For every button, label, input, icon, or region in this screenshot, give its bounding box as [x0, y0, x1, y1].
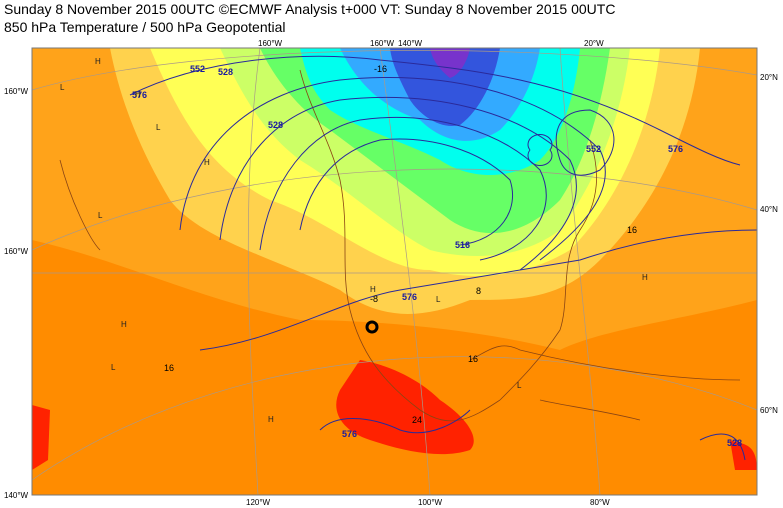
left-label: 140°W: [4, 491, 29, 500]
temperature-label: 16: [468, 354, 478, 364]
temperature-label: -16: [374, 64, 387, 74]
temperature-label: 24: [412, 415, 422, 425]
location-marker: [365, 320, 379, 334]
temperature-label: 16: [164, 363, 174, 373]
bottom-label: 100°W: [418, 498, 443, 507]
top-label: 160°W: [258, 39, 283, 48]
pressure-center: L: [156, 123, 161, 132]
field-purple: [430, 48, 470, 78]
geopotential-contours: [129, 55, 757, 461]
contour-label: 576: [668, 144, 683, 154]
left-label: 160°W: [4, 247, 29, 256]
pressure-center: H: [370, 285, 376, 294]
bottom-label: 80°W: [590, 498, 610, 507]
map-labels: 160°W 160°W 140°W 20°N 40°N 60°N 160°W 1…: [4, 39, 778, 507]
contour-label: 552: [586, 144, 601, 154]
pressure-center: H: [135, 90, 141, 99]
contour-label: 528: [727, 438, 742, 448]
field-red-west: [32, 405, 50, 470]
field-blue: [390, 48, 500, 126]
pressure-center: H: [95, 57, 101, 66]
contour-label: 552: [190, 64, 205, 74]
map-frame: [31, 47, 758, 496]
pressure-center: L: [98, 211, 103, 220]
bottom-label: 120°W: [246, 498, 271, 507]
contour-label: 528: [218, 67, 233, 77]
pressure-center: H: [121, 320, 127, 329]
coastlines: [59, 69, 741, 422]
contour-label: 528: [268, 120, 283, 130]
temperature-label: -8: [370, 294, 378, 304]
left-label: 160°W: [4, 87, 29, 96]
pressure-center: H: [204, 158, 210, 167]
pressure-center: H: [268, 415, 274, 424]
temperature-label: 16: [627, 225, 637, 235]
pressure-center: L: [60, 83, 65, 92]
contour-label: 576: [402, 292, 417, 302]
pressure-center: L: [436, 295, 441, 304]
top-label: 140°W: [398, 39, 423, 48]
title-line-1: Sunday 8 November 2015 00UTC ©ECMWF Anal…: [4, 1, 615, 17]
map: [32, 48, 757, 495]
pressure-center: L: [517, 381, 522, 390]
contour-label: 516: [455, 240, 470, 250]
right-label: 40°N: [760, 205, 778, 214]
top-label: 160°W: [370, 39, 395, 48]
top-label: 20°W: [584, 39, 604, 48]
title-line-2: 850 hPa Temperature / 500 hPa Geopotenti…: [4, 19, 286, 35]
pressure-center: H: [642, 273, 648, 282]
right-label: 20°N: [760, 73, 778, 82]
temperature-label: 8: [476, 286, 481, 296]
field-red: [336, 360, 474, 455]
contour-label: 576: [342, 429, 357, 439]
contour-label: 576: [132, 90, 147, 100]
right-label: 60°N: [760, 406, 778, 415]
pressure-center: L: [111, 363, 116, 372]
